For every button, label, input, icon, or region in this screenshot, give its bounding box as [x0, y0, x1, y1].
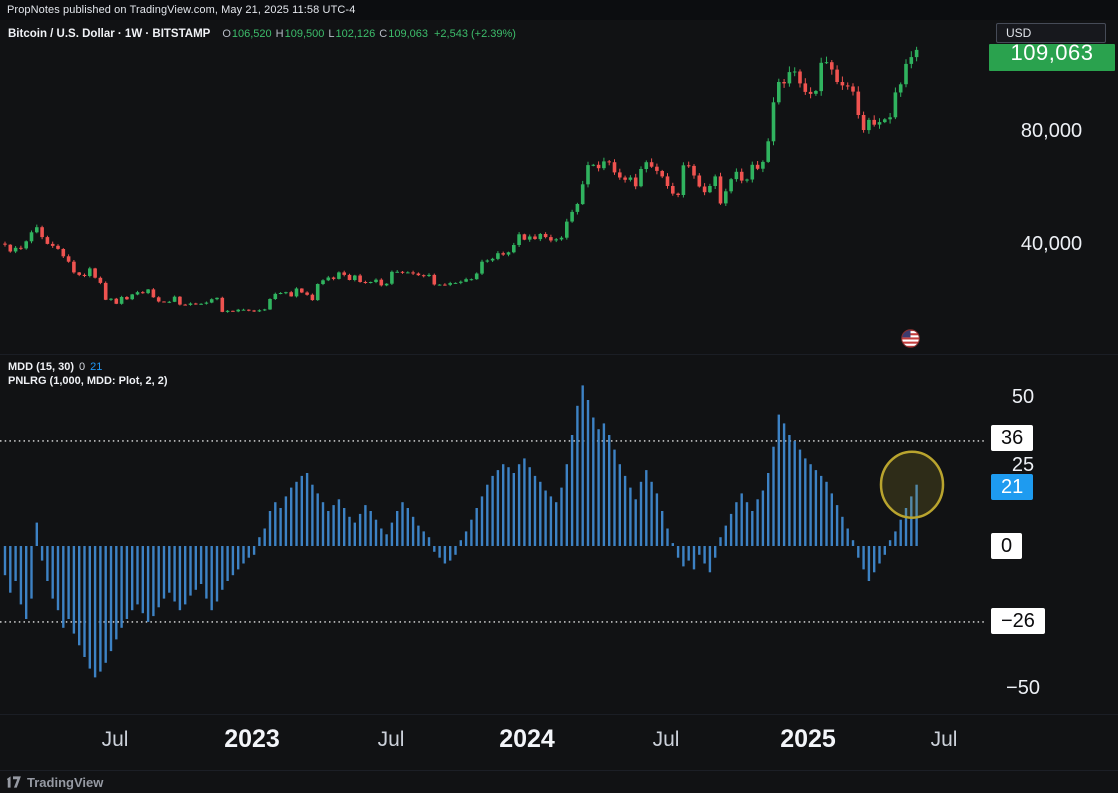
- change-value: +2,543 (+2.39%): [433, 28, 516, 40]
- pane-divider: [0, 354, 1118, 355]
- currency-usd-button[interactable]: USD: [996, 23, 1106, 43]
- mdd-histogram-chart[interactable]: [0, 355, 985, 715]
- time-axis-label: 2025: [780, 725, 836, 753]
- ohlc-close-value: 109,063: [388, 28, 428, 40]
- time-axis[interactable]: Jul 2023 Jul 2024 Jul 2025 Jul: [0, 715, 1118, 770]
- time-axis-label: Jul: [930, 728, 958, 751]
- ohlc-open-label: O: [222, 28, 231, 40]
- last-price-value: 109,063: [1010, 44, 1094, 65]
- time-axis-label: Jul: [377, 728, 405, 751]
- indicator-legend: MDD (15, 30) 0 21 PNLRG (1,000, MDD: Plot,…: [8, 360, 168, 388]
- level-badge-0: 0: [991, 533, 1023, 559]
- ohlc-high-value: 109,500: [284, 28, 325, 40]
- us-flag-icon: [901, 329, 920, 348]
- indicator-axis[interactable]: 50 25 36 21 0 −26 −50: [985, 355, 1118, 715]
- price-tick-80000: 80,000: [1020, 120, 1083, 142]
- mdd-indicator-title[interactable]: MDD (15, 30): [8, 361, 75, 373]
- publish-info: PropNotes published on TradingView.com, …: [7, 4, 356, 16]
- axis-divider: [0, 714, 1118, 715]
- price-tick-40000: 40,000: [1020, 233, 1083, 255]
- symbol-title[interactable]: Bitcoin / U.S. Dollar · 1W · BITSTAMP: [8, 28, 211, 40]
- candlestick-chart[interactable]: [0, 20, 985, 355]
- ohlc-high-label: H: [275, 28, 284, 40]
- time-axis-label: Jul: [652, 728, 680, 751]
- publish-strip: PropNotes published on TradingView.com, …: [0, 0, 1118, 20]
- time-axis-label: 2024: [499, 725, 555, 753]
- level-badge-36: 36: [991, 425, 1034, 451]
- ohlc-close-label: C: [379, 28, 388, 40]
- footer-bar: TradingView: [0, 770, 1118, 793]
- level-badge-neg26: −26: [991, 608, 1045, 634]
- time-axis-label: 2023: [224, 725, 280, 753]
- indicator-tick-25: 25: [1011, 454, 1035, 476]
- pnlrg-indicator-title[interactable]: PNLRG (1,000, MDD: Plot, 2, 2): [8, 375, 168, 387]
- tradingview-logo-icon[interactable]: [7, 776, 22, 788]
- tradingview-brand[interactable]: TradingView: [27, 774, 104, 790]
- indicator-tick-neg50: −50: [1006, 677, 1040, 699]
- indicator-tick-50: 50: [1011, 386, 1035, 408]
- highlight-ellipse: [879, 450, 945, 519]
- symbol-legend: Bitcoin / U.S. Dollar · 1W · BITSTAMP O10…: [8, 28, 516, 40]
- price-axis[interactable]: USD 109,063 80,000 40,000: [985, 20, 1118, 355]
- mdd-current-value: 21: [90, 361, 103, 373]
- ohlc-open-value: 106,520: [231, 28, 272, 40]
- ohlc-low-label: L: [328, 28, 335, 40]
- mdd-value-0: 0: [79, 361, 86, 373]
- ohlc-low-value: 102,126: [335, 28, 376, 40]
- time-axis-label: Jul: [101, 728, 129, 751]
- current-value-badge-21: 21: [991, 474, 1034, 500]
- last-price-badge: 109,063: [989, 44, 1115, 71]
